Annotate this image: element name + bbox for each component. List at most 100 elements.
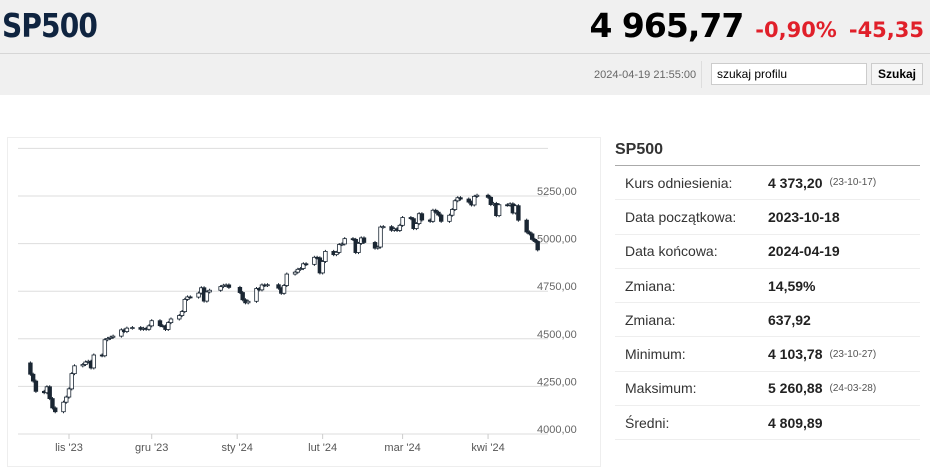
- candle: [372, 242, 378, 249]
- x-tick-label: kwi '24: [471, 442, 504, 454]
- candle: [295, 268, 301, 273]
- search-button[interactable]: Szukaj: [871, 63, 923, 85]
- candle: [430, 209, 436, 222]
- candle: [361, 237, 367, 243]
- change-absolute: -45,35: [848, 18, 924, 42]
- stat-value: 2024-04-19: [768, 243, 840, 260]
- candle: [336, 244, 342, 253]
- stat-value: 5 260,88: [768, 380, 823, 397]
- stat-row: Data początkowa: 2023-10-18: [615, 200, 920, 235]
- stat-label: Kurs odniesienia:: [625, 174, 733, 191]
- x-tick-label: lis '23: [55, 442, 83, 454]
- candle: [53, 407, 58, 413]
- candle: [259, 284, 265, 291]
- candle: [66, 388, 72, 398]
- y-tick-label: 5250,00: [537, 186, 577, 198]
- candle: [436, 211, 441, 216]
- panel-title: SP500: [615, 137, 920, 166]
- candle: [450, 209, 455, 216]
- candle: [281, 285, 287, 294]
- candle: [485, 194, 491, 198]
- x-tick-label: mar '24: [384, 442, 420, 454]
- candle: [301, 263, 306, 269]
- candle: [378, 226, 383, 248]
- search-input[interactable]: [711, 63, 867, 85]
- divider: [701, 61, 702, 88]
- stat-label: Średni:: [625, 414, 670, 431]
- stat-label: Zmiana:: [625, 311, 676, 328]
- candle: [339, 243, 345, 246]
- candle: [149, 320, 154, 327]
- change-percent: -0,90%: [755, 18, 837, 42]
- x-tick-label: sty '24: [221, 442, 252, 454]
- candle: [47, 386, 52, 399]
- candle: [246, 300, 251, 304]
- candle: [105, 338, 110, 341]
- stat-value: 4 373,20: [768, 174, 823, 191]
- candle: [72, 365, 77, 375]
- stat-value: 637,92: [768, 311, 811, 328]
- candle: [240, 292, 245, 301]
- stat-date: (24-03-28): [829, 382, 877, 394]
- stat-date: (23-10-27): [829, 348, 877, 360]
- candlestick-chart: 4000,00 4250,00 4500,00 4750,00 5000,00 5250,…: [18, 147, 577, 454]
- candle: [447, 214, 452, 222]
- candle: [146, 325, 152, 330]
- candle: [182, 298, 187, 312]
- candle: [265, 284, 270, 287]
- candle: [188, 296, 193, 299]
- stat-label: Zmiana:: [625, 277, 676, 294]
- candle: [303, 263, 309, 266]
- candle: [204, 291, 210, 302]
- y-tick-label: 4500,00: [537, 329, 577, 341]
- candle: [168, 318, 174, 324]
- page-title: SP500: [2, 6, 98, 45]
- candle: [276, 284, 281, 289]
- candle: [177, 315, 182, 320]
- candle: [166, 322, 171, 330]
- candle: [342, 238, 347, 245]
- candle: [124, 327, 130, 332]
- stat-value: 2023-10-18: [768, 208, 840, 225]
- candle: [472, 195, 477, 206]
- candle: [218, 286, 223, 291]
- candle: [320, 261, 325, 274]
- y-tick-label: 4750,00: [537, 281, 577, 293]
- candle: [91, 354, 97, 369]
- candle: [196, 292, 201, 298]
- candle: [157, 320, 163, 327]
- candle: [69, 373, 74, 390]
- candle: [524, 219, 529, 233]
- price-chart: 4000,00 4250,00 4500,00 4750,00 5000,00 5250,…: [7, 137, 601, 467]
- timestamp: 2024-04-19 21:55:00: [594, 69, 697, 81]
- candle: [375, 246, 380, 249]
- candle: [516, 205, 521, 221]
- candle: [298, 268, 303, 270]
- candle: [254, 288, 259, 302]
- stat-row: Kurs odniesienia: 4 373,20 (23-10-17): [615, 166, 920, 201]
- stat-row: Zmiana: 14,59%: [615, 269, 920, 304]
- stat-value: 4 103,78: [768, 346, 823, 363]
- candle: [529, 233, 535, 240]
- candle: [102, 339, 108, 357]
- candle: [474, 194, 480, 197]
- divider: [0, 53, 930, 54]
- candle: [130, 327, 135, 329]
- candle: [50, 398, 55, 409]
- candle: [312, 256, 317, 265]
- stat-value: 14,59%: [768, 277, 816, 294]
- stat-label: Minimum:: [625, 346, 686, 363]
- y-tick-label: 4000,00: [537, 424, 577, 436]
- stat-label: Data początkowa:: [625, 208, 737, 225]
- candle: [207, 289, 212, 293]
- candle: [61, 401, 66, 413]
- stat-row: Zmiana: 637,92: [615, 303, 920, 338]
- header-bar: SP500 4 965,77 -0,90% -45,35 2024-04-19 …: [0, 0, 930, 95]
- candle: [488, 196, 494, 205]
- stats-panel: SP500 Kurs odniesienia: 4 373,20 (23-10-17…: [615, 137, 920, 441]
- stat-label: Maksimum:: [625, 380, 697, 397]
- quote: 4 965,77 -0,90% -45,35: [589, 6, 924, 45]
- stat-value: 4 809,89: [768, 414, 823, 431]
- stat-row: Średni: 4 809,89: [615, 406, 920, 441]
- candle: [292, 271, 298, 275]
